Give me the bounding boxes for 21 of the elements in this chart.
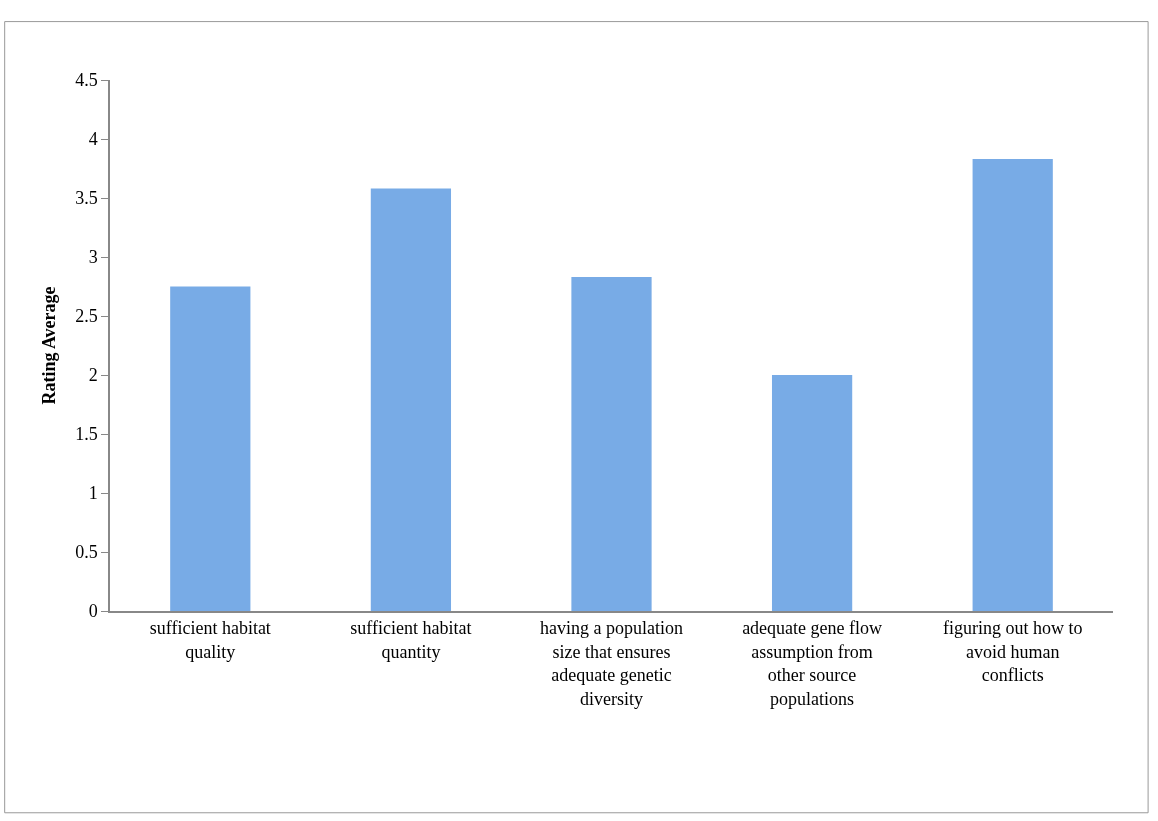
y-tick-label: 1 [88,483,98,504]
bar [771,375,853,611]
y-tick-label: 3.5 [75,188,98,209]
bar [170,286,251,611]
y-tick-label: 2 [88,365,98,386]
x-tick-label: sufficient habitat quantity [350,618,472,662]
x-tick-label: having a population size that ensures adequate genetic diversity [540,618,683,709]
x-tick-label: sufficient habitat quality [149,618,271,662]
x-tick-label: adequate gene flow assumption from other source populations [742,618,883,709]
y-tick-label: 0.5 [75,542,98,563]
bar [370,188,452,611]
bar [972,159,1053,611]
y-tick-label: 4.5 [75,70,98,91]
y-tick-label: 3 [88,247,98,268]
x-tick-label: figuring out how to avoid human conflicts [942,618,1083,686]
y-tick-label: 0 [88,601,98,622]
y-axis-title: Rating Average [38,286,59,405]
y-tick-label: 4 [88,129,98,150]
y-tick-label: 2.5 [75,306,98,327]
bar [571,277,652,611]
y-tick-label: 1.5 [75,424,98,445]
